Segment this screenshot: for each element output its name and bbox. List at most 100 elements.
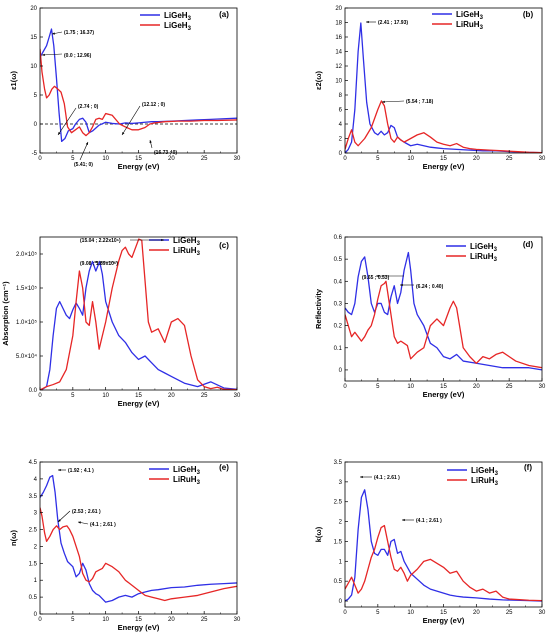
y-tick-label: 15: [30, 35, 37, 41]
x-tick-label: 20: [168, 617, 175, 623]
x-tick-label: 5: [71, 156, 75, 162]
y-axis-label: ε1(ω): [9, 70, 18, 90]
y-tick-label: 0: [339, 599, 343, 605]
annotation-arrow: [121, 105, 141, 136]
x-tick-label: 15: [135, 617, 142, 623]
series-line-1: [345, 22, 542, 153]
x-tick-label: 25: [201, 617, 208, 623]
y-tick-label: 20: [335, 6, 342, 12]
x-tick-label: 30: [539, 384, 546, 390]
legend-label: LiRuH3: [173, 246, 201, 257]
x-tick-label: 30: [234, 156, 241, 162]
legend-label: LiGeH3: [164, 11, 192, 22]
annotation-arrow: [57, 107, 77, 136]
x-tick-label: 10: [407, 610, 414, 616]
x-tick-label: 15: [440, 156, 447, 162]
y-tick-label: 0.5: [29, 595, 38, 601]
series-line-2: [40, 48, 237, 137]
annotation-arrow: [79, 141, 89, 161]
annotation-label: (5.41; 0): [74, 162, 93, 168]
y-tick-label: 2: [34, 544, 38, 550]
plot-frame: [39, 236, 238, 391]
y-tick-label: 3: [339, 480, 343, 486]
y-axis-label: Absorption (cm⁻¹): [1, 281, 10, 346]
x-axis-label: Energy (eV): [423, 390, 465, 399]
annotation-label: (6.24 ; 0.40): [416, 284, 444, 290]
y-tick-label: 1: [339, 559, 343, 565]
panel-label: (e): [219, 463, 229, 472]
y-axis-label: Reflectivity: [314, 288, 323, 329]
x-tick-label: 25: [201, 156, 208, 162]
y-tick-label: 16: [335, 35, 342, 41]
y-tick-label: 0.6: [334, 235, 343, 241]
panel-label: (f): [524, 463, 532, 472]
x-tick-label: 30: [539, 156, 546, 162]
x-tick-label: 15: [440, 384, 447, 390]
legend-label: LiGeH3: [456, 10, 484, 21]
y-tick-label: 0.1: [334, 346, 343, 352]
legend-label: LiGeH3: [470, 242, 498, 253]
y-tick-label: 10: [335, 79, 342, 85]
x-tick-label: 0: [343, 156, 347, 162]
annotation-label: (2.41 ; 17.93): [378, 20, 408, 26]
annotation-label: (1.75 ; 16.37): [64, 30, 94, 36]
chart-panel-f: 0 5 10 15 20 25 30 0 0.5 1 1.5 2 2.5 3 3.5 Energy (eV) k…: [314, 460, 546, 625]
y-tick-label: 1.5: [29, 561, 38, 567]
y-tick-label: 5.0×10⁴: [16, 353, 38, 360]
x-tick-label: 5: [376, 610, 380, 616]
y-tick-label: 2.0×10⁵: [16, 251, 38, 258]
annotation-label: (2.53 ; 2.61 ): [72, 509, 101, 515]
y-tick-label: 1: [34, 578, 38, 584]
annotation-arrow: [41, 53, 63, 56]
y-tick-label: 2: [339, 137, 343, 143]
y-tick-label: 0: [339, 368, 343, 374]
x-tick-label: 15: [440, 610, 447, 616]
y-tick-label: -5: [32, 151, 38, 157]
y-tick-label: 2: [339, 520, 343, 526]
chart-panel-e: 0 5 10 15 20 25 30 0 0.5 1 1.5 2 2.5 3 3.5 4 4.5 Energy (…: [9, 460, 241, 632]
x-tick-label: 5: [71, 617, 75, 623]
x-tick-label: 0: [38, 156, 42, 162]
x-tick-label: 25: [506, 384, 513, 390]
y-tick-label: 12: [335, 64, 342, 70]
x-tick-label: 10: [102, 393, 109, 399]
y-tick-label: 1.5×10⁵: [16, 285, 38, 292]
y-tick-label: 14: [335, 50, 342, 56]
series-line-2: [345, 100, 542, 153]
y-tick-label: 2.5: [29, 528, 38, 534]
x-axis-label: Energy (eV): [118, 399, 160, 408]
x-tick-label: 20: [168, 393, 175, 399]
x-tick-label: 10: [102, 156, 109, 162]
panel-label: (c): [219, 241, 229, 250]
legend-label: LiRuH3: [471, 476, 499, 487]
x-axis-label: Energy (eV): [423, 616, 465, 625]
chart-panel-d: 0 5 10 15 20 25 30 0 0.1 0.2 0.3 0.4 0.5 0.6 Energy (e…: [314, 235, 546, 399]
x-tick-label: 20: [168, 156, 175, 162]
annotation-label: (2.74 ; 0): [78, 104, 99, 110]
panel-label: (a): [219, 10, 229, 19]
panel-label: (b): [523, 10, 534, 19]
legend-label: LiRuH3: [173, 475, 201, 486]
x-tick-label: 0: [38, 393, 42, 399]
x-tick-label: 5: [376, 384, 380, 390]
annotation-label: (4.1 ; 2.61 ): [374, 475, 400, 481]
y-tick-label: 4: [34, 477, 38, 483]
x-tick-label: 10: [407, 384, 414, 390]
x-tick-label: 25: [506, 610, 513, 616]
x-tick-label: 5: [376, 156, 380, 162]
series-line-1: [40, 260, 237, 390]
series-line-1: [40, 28, 237, 143]
y-tick-label: 0: [34, 612, 38, 618]
x-tick-label: 0: [38, 617, 42, 623]
plot-frame: [344, 7, 543, 154]
y-tick-label: 0.2: [334, 324, 343, 330]
y-tick-label: 4.5: [29, 460, 38, 466]
annotation-label: (9.65 ; 0.53): [362, 275, 390, 281]
annotation-label: (0.0 ; 12.96): [64, 53, 92, 59]
y-axis-label: ε2(ω): [314, 70, 323, 90]
y-tick-label: 0.5: [334, 257, 343, 263]
annotation-label: (16.73 ; 0): [154, 150, 177, 156]
y-tick-label: 0: [34, 122, 38, 128]
